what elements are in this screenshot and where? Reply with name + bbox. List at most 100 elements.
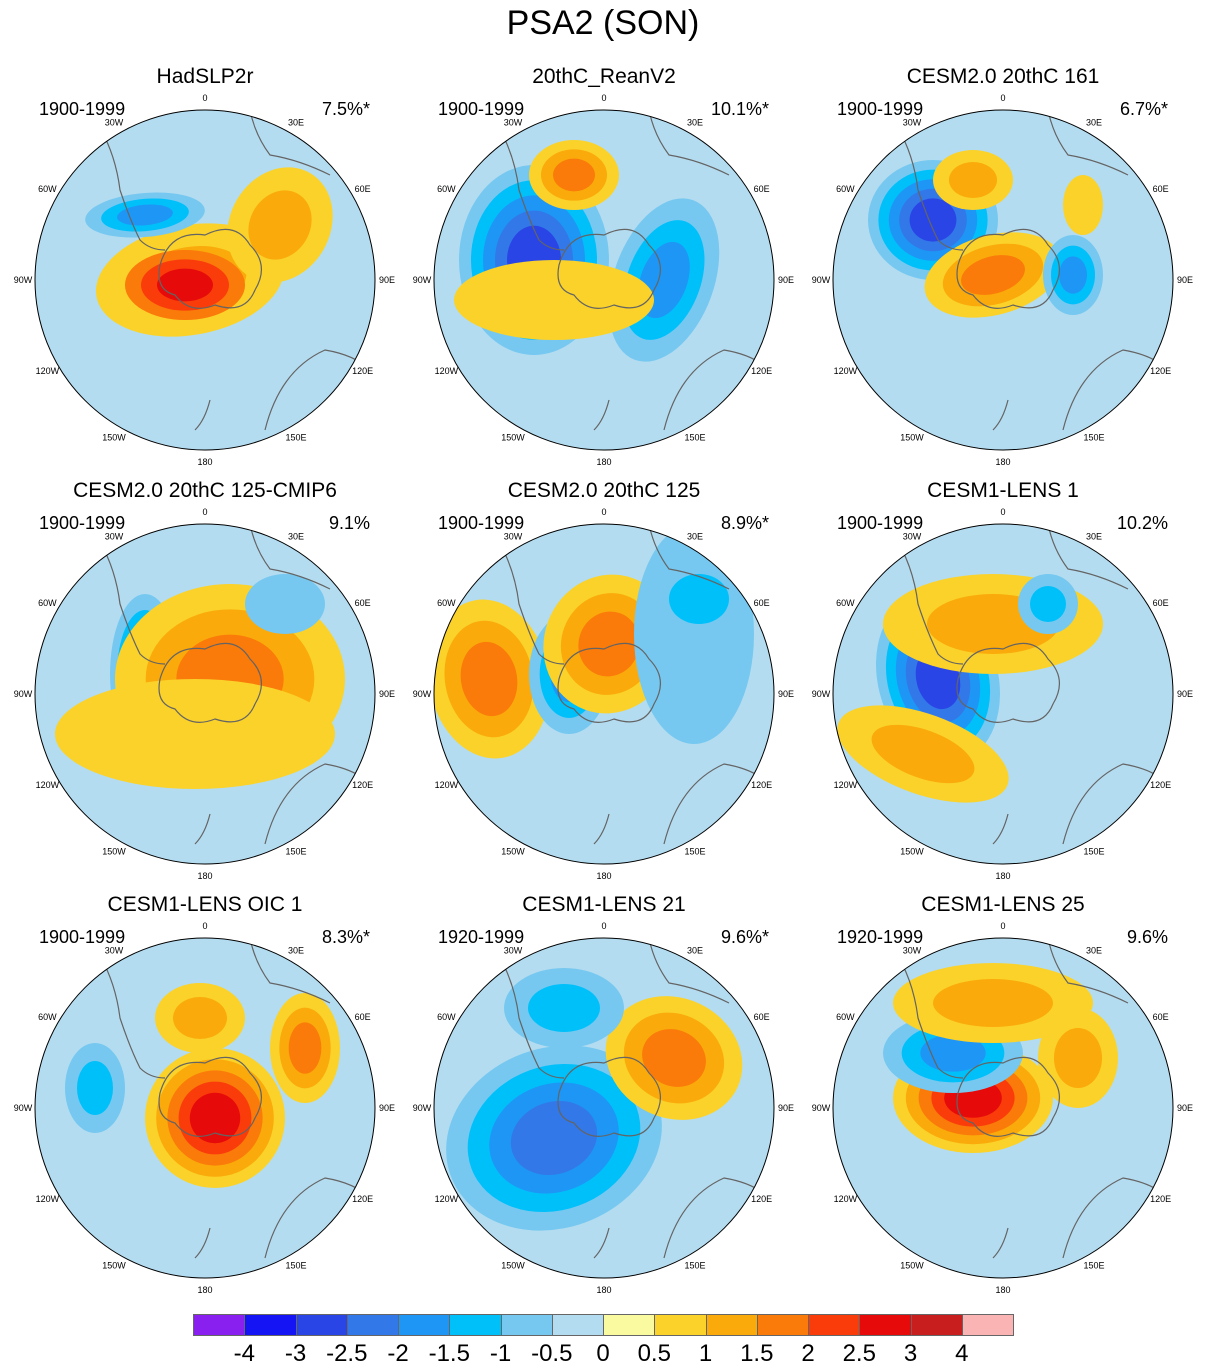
colorbar-swatch bbox=[244, 1314, 297, 1336]
longitude-label: 150E bbox=[1083, 847, 1104, 857]
coastline-africa bbox=[1047, 938, 1129, 1004]
polar-map: 0 30E 60E 90E 120E 150E 180 150W 120W 90W 60W 30W bbox=[413, 507, 794, 881]
coastline-south-america bbox=[493, 119, 565, 251]
longitude-label: 120W bbox=[36, 366, 60, 376]
panel-variance-percent: 6.7%* bbox=[1119, 99, 1168, 119]
longitude-label: 0 bbox=[1000, 507, 1005, 517]
longitude-label: 120W bbox=[834, 366, 858, 376]
colorbar-label: 0.5 bbox=[637, 1340, 671, 1367]
longitude-label: 120W bbox=[435, 780, 459, 790]
longitude-label: 150W bbox=[501, 847, 525, 857]
map-panel: 0 30E 60E 90E 120E 150E 180 150W 120W 90W 60W 30W CE… bbox=[803, 893, 1203, 1303]
longitude-label: 30E bbox=[1086, 531, 1102, 541]
longitude-label: 30E bbox=[288, 945, 304, 955]
panel-variance-percent: 8.3%* bbox=[321, 927, 370, 947]
longitude-label: 60E bbox=[754, 1012, 770, 1022]
coastline-new-zealand bbox=[194, 813, 211, 845]
coastline-antarctica bbox=[557, 642, 661, 723]
map-panel: 0 30E 60E 90E 120E 150E 180 150W 120W 90W 60W 30W Ha… bbox=[5, 65, 405, 475]
panel-title: CESM1-LENS OIC 1 bbox=[107, 893, 303, 916]
polar-map: 0 30E 60E 90E 120E 150E 180 150W 120W 90W 60W 30W bbox=[14, 93, 395, 467]
longitude-label: 60E bbox=[1153, 598, 1169, 608]
longitude-label: 90W bbox=[14, 1103, 33, 1113]
longitude-label: 90E bbox=[1177, 275, 1193, 285]
longitude-label: 60W bbox=[836, 598, 855, 608]
coastline-new-zealand bbox=[593, 399, 610, 431]
colorbar-label: -2 bbox=[387, 1340, 409, 1367]
colorbar-swatch bbox=[654, 1314, 707, 1336]
longitude-label: 180 bbox=[995, 457, 1010, 467]
longitude-label: 30W bbox=[504, 531, 523, 541]
colorbar-label: 2.5 bbox=[842, 1340, 876, 1367]
longitude-label: 90W bbox=[14, 689, 33, 699]
anomaly-contour bbox=[245, 574, 325, 634]
panel-variance-percent: 7.5%* bbox=[321, 99, 370, 119]
coastline-africa bbox=[648, 524, 730, 590]
colorbar-label: -0.5 bbox=[531, 1340, 573, 1367]
anomaly-contour bbox=[1059, 256, 1087, 294]
panel-title: CESM1-LENS 21 bbox=[522, 893, 686, 916]
panel-title: CESM2.0 20thC 161 bbox=[906, 65, 1100, 88]
anomaly-contour bbox=[248, 190, 312, 260]
longitude-label: 150W bbox=[900, 847, 924, 857]
anomaly-contour bbox=[871, 724, 975, 784]
polar-map: 0 30E 60E 90E 120E 150E 180 150W 120W 90W 60W 30W bbox=[413, 93, 794, 467]
polar-map: 0 30E 60E 90E 120E 150E 180 150W 120W 90W 60W 30W bbox=[812, 93, 1193, 467]
coastline-south-america bbox=[493, 947, 565, 1079]
longitude-label: 60E bbox=[754, 184, 770, 194]
panel-title: HadSLP2r bbox=[156, 65, 254, 88]
colorbar-swatch bbox=[551, 1314, 604, 1336]
coastline-africa bbox=[1047, 524, 1129, 590]
panel-title: CESM1-LENS 25 bbox=[921, 893, 1085, 916]
panel-title: CESM2.0 20thC 125 bbox=[507, 479, 701, 502]
colorbar-swatch bbox=[808, 1314, 861, 1336]
anomaly-contour bbox=[528, 984, 600, 1032]
colorbar-swatch bbox=[295, 1314, 348, 1336]
longitude-label: 150E bbox=[684, 847, 705, 857]
longitude-label: 90E bbox=[778, 275, 794, 285]
colorbar bbox=[193, 1314, 1014, 1338]
longitude-label: 120E bbox=[751, 366, 772, 376]
longitude-label: 120E bbox=[1150, 366, 1171, 376]
main-title: PSA2 (SON) bbox=[506, 4, 700, 42]
longitude-label: 90E bbox=[379, 689, 395, 699]
colorbar-label: -3 bbox=[284, 1340, 307, 1367]
longitude-label: 60E bbox=[1153, 1012, 1169, 1022]
longitude-label: 0 bbox=[202, 921, 207, 931]
longitude-label: 150E bbox=[285, 433, 306, 443]
longitude-label: 150W bbox=[501, 1261, 525, 1271]
anomaly-contour bbox=[55, 679, 335, 789]
coastline-south-america bbox=[892, 947, 964, 1079]
colorbar-swatch bbox=[398, 1314, 451, 1336]
coastline-antarctica bbox=[956, 642, 1060, 723]
longitude-label: 30W bbox=[504, 945, 523, 955]
longitude-label: 90W bbox=[812, 689, 831, 699]
longitude-label: 0 bbox=[601, 507, 606, 517]
longitude-label: 150W bbox=[102, 433, 126, 443]
colorbar-swatch bbox=[500, 1314, 553, 1336]
longitude-label: 180 bbox=[596, 457, 611, 467]
longitude-label: 60W bbox=[437, 598, 456, 608]
map-boundary bbox=[832, 937, 1174, 1279]
longitude-label: 180 bbox=[596, 1285, 611, 1295]
coastline-south-america bbox=[94, 533, 166, 665]
longitude-label: 30E bbox=[687, 117, 703, 127]
coastline-new-zealand bbox=[194, 1227, 211, 1259]
map-panel: 0 30E 60E 90E 120E 150E 180 150W 120W 90W 60W 30W 20… bbox=[404, 65, 804, 475]
anomaly-contour bbox=[173, 997, 227, 1039]
polar-map: 0 30E 60E 90E 120E 150E 180 150W 120W 90W 60W 30W bbox=[14, 921, 395, 1295]
coastline-antarctica bbox=[158, 642, 262, 723]
longitude-label: 150W bbox=[501, 433, 525, 443]
longitude-label: 90E bbox=[778, 1103, 794, 1113]
longitude-label: 60E bbox=[754, 598, 770, 608]
anomaly-contour bbox=[553, 158, 595, 192]
longitude-label: 60E bbox=[355, 1012, 371, 1022]
longitude-label: 150E bbox=[285, 1261, 306, 1271]
anomaly-contour bbox=[460, 641, 518, 717]
map-panel: 0 30E 60E 90E 120E 150E 180 150W 120W 90W 60W 30W CE… bbox=[404, 893, 804, 1303]
longitude-label: 120W bbox=[834, 780, 858, 790]
longitude-label: 90W bbox=[14, 275, 33, 285]
longitude-label: 120E bbox=[1150, 1194, 1171, 1204]
panel-period: 1900-1999 bbox=[39, 927, 126, 947]
colorbar-swatch bbox=[193, 1314, 246, 1336]
